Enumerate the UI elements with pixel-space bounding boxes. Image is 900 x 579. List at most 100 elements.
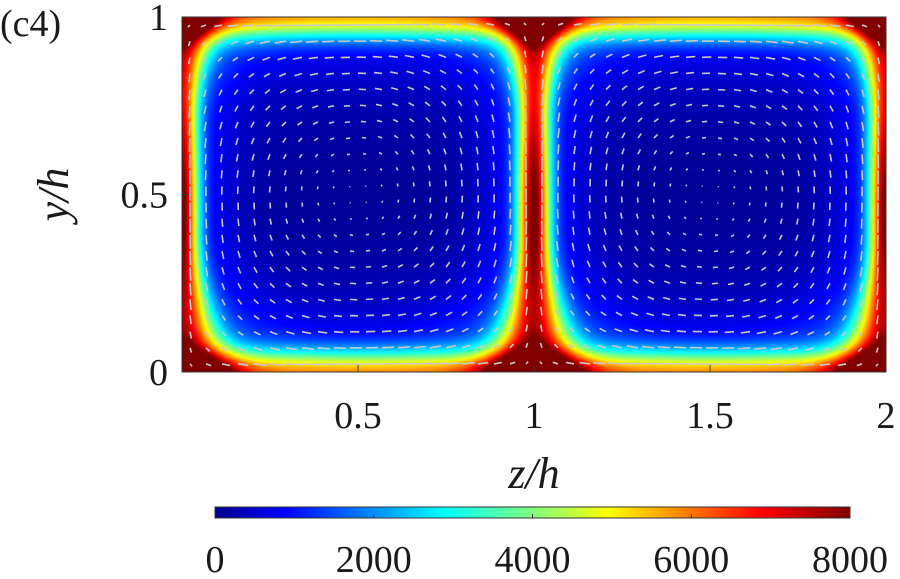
- velocity-vector: [571, 242, 575, 252]
- velocity-vector: [267, 170, 271, 177]
- velocity-vector: [733, 56, 744, 59]
- velocity-vector: [394, 150, 399, 155]
- velocity-vector: [781, 121, 787, 127]
- velocity-vector: [845, 170, 848, 179]
- velocity-vector: [509, 257, 513, 268]
- velocity-vector: [361, 136, 367, 139]
- velocity-vector: [306, 40, 319, 43]
- x-axis-ticks: 0.5 1 1.5 2: [334, 365, 896, 437]
- velocity-vector: [616, 294, 623, 301]
- velocity-vector: [765, 88, 773, 93]
- velocity-vector: [812, 218, 815, 226]
- velocity-vector: [618, 245, 623, 252]
- velocity-vector: [461, 261, 466, 268]
- velocity-vector: [221, 347, 228, 352]
- velocity-vector: [509, 326, 514, 333]
- velocity-vector: [555, 274, 559, 284]
- velocity-vector: [365, 249, 371, 252]
- velocity-vector: [653, 23, 672, 26]
- velocity-vector: [621, 132, 626, 139]
- velocity-vector: [248, 72, 255, 78]
- velocity-vector: [642, 345, 655, 349]
- velocity-vector: [765, 105, 772, 110]
- velocity-vector: [525, 253, 528, 268]
- velocity-vector: [637, 101, 644, 107]
- velocity-vector: [825, 314, 831, 321]
- velocity-vector: [221, 299, 226, 306]
- velocity-vector: [445, 228, 449, 236]
- velocity-vector: [876, 250, 879, 266]
- velocity-vector: [605, 23, 619, 26]
- velocity-vector: [876, 283, 879, 296]
- velocity-vector: [861, 56, 866, 63]
- velocity-vector: [281, 121, 287, 127]
- velocity-vector: [605, 147, 609, 155]
- velocity-vector: [650, 230, 655, 236]
- velocity-vector: [754, 347, 767, 351]
- velocity-vector: [221, 218, 224, 227]
- velocity-vector: [282, 137, 287, 143]
- velocity-vector: [349, 217, 353, 221]
- velocity-vector: [426, 149, 431, 155]
- velocity-vector: [309, 72, 319, 76]
- velocity-vector: [844, 218, 847, 227]
- velocity-vector: [795, 234, 799, 241]
- velocity-vector: [573, 129, 577, 139]
- velocity-vector: [726, 298, 735, 302]
- velocity-vector: [877, 121, 880, 136]
- velocity-vector: [474, 115, 479, 123]
- velocity-vector: [556, 224, 559, 235]
- velocity-vector: [637, 85, 645, 91]
- velocity-vector: [245, 40, 255, 45]
- velocity-vector: [314, 153, 319, 158]
- velocity-vector: [797, 137, 802, 144]
- velocity-vector: [861, 89, 865, 98]
- velocity-vector: [365, 201, 368, 204]
- velocity-vector-overlay: [187, 22, 881, 367]
- velocity-vector: [733, 121, 740, 125]
- heatmap-plot-area: [181, 16, 887, 373]
- velocity-vector: [250, 121, 255, 128]
- velocity-vector: [593, 361, 607, 365]
- velocity-vector: [805, 347, 815, 352]
- velocity-vector: [453, 37, 463, 42]
- velocity-vector: [845, 24, 854, 28]
- velocity-vector: [413, 23, 431, 26]
- velocity-vector: [589, 130, 593, 139]
- velocity-vector: [541, 64, 544, 74]
- velocity-vector: [492, 145, 495, 155]
- velocity-vector: [653, 133, 659, 139]
- velocity-vector: [493, 310, 499, 316]
- velocity-vector: [461, 327, 469, 333]
- velocity-vector: [540, 288, 543, 300]
- velocity-vector: [317, 330, 328, 334]
- velocity-vector: [861, 154, 864, 165]
- velocity-vector: [301, 234, 306, 240]
- velocity-vector: [714, 234, 719, 237]
- velocity-vector: [365, 217, 369, 220]
- velocity-vector: [669, 86, 677, 91]
- velocity-vector: [297, 137, 303, 143]
- velocity-vector: [252, 170, 255, 178]
- velocity-vector: [299, 169, 303, 175]
- velocity-vector: [333, 314, 343, 318]
- velocity-vector: [701, 168, 705, 172]
- velocity-vector: [269, 282, 275, 289]
- velocity-vector: [523, 22, 527, 26]
- velocity-vector: [292, 56, 303, 60]
- velocity-vector: [459, 147, 463, 155]
- velocity-vector: [330, 153, 335, 157]
- velocity-vector: [317, 266, 324, 271]
- velocity-vector: [652, 198, 655, 203]
- velocity-vector: [473, 68, 479, 75]
- velocity-vector: [524, 108, 527, 122]
- velocity-vector: [685, 55, 696, 59]
- velocity-vector: [525, 324, 529, 332]
- velocity-vector: [205, 299, 209, 307]
- velocity-vector: [389, 71, 399, 75]
- velocity-vector: [669, 39, 682, 43]
- velocity-vector: [461, 344, 471, 349]
- velocity-vector: [614, 328, 623, 333]
- velocity-vector: [253, 330, 261, 336]
- velocity-vector: [779, 218, 783, 224]
